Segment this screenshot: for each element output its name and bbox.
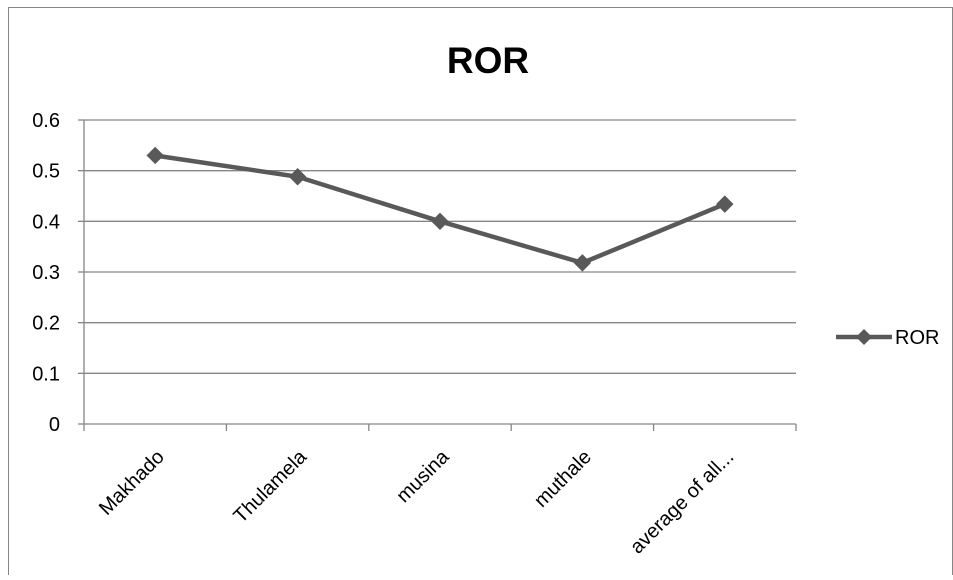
data-point-marker (288, 168, 307, 186)
legend-marker (856, 329, 872, 345)
y-tick-label: 0.2 (32, 313, 60, 335)
axes (78, 119, 797, 431)
y-axis-ticks: 0 0.1 0.2 0.3 0.4 0.5 0.6 (32, 110, 60, 436)
data-point-marker (716, 195, 734, 213)
y-tick-label: 0.3 (32, 262, 60, 284)
legend: ROR (836, 327, 939, 349)
legend-label: ROR (895, 327, 939, 349)
y-tick-label: 0.4 (32, 211, 60, 233)
data-point-marker (431, 212, 449, 231)
gridlines (84, 119, 796, 374)
y-tick-label: 0 (49, 414, 60, 436)
y-tick-label: 0.5 (32, 161, 60, 183)
y-tick-label: 0.6 (32, 110, 60, 132)
data-point-marker (573, 254, 592, 272)
chart-border (8, 7, 953, 580)
series-group (146, 146, 734, 272)
data-point-marker (146, 146, 164, 165)
y-tick-label: 0.1 (32, 363, 60, 385)
chart-title: ROR (447, 40, 529, 81)
